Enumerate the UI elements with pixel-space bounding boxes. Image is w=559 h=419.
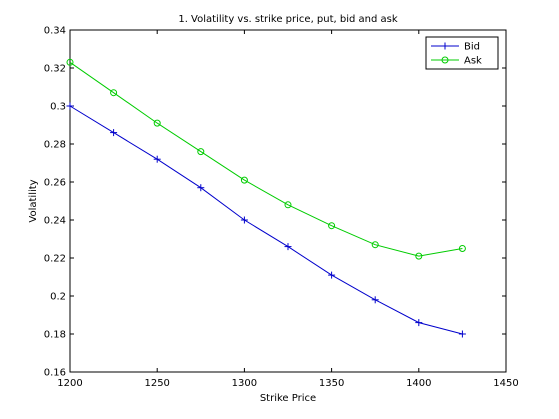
series-line-bid: [69, 105, 463, 335]
x-tick-label: 1300: [232, 378, 257, 389]
x-tick-label: 1250: [144, 378, 169, 389]
y-tick-label: 0.26: [44, 178, 66, 189]
x-tick-label: 1350: [319, 378, 344, 389]
bid-point: [328, 271, 336, 279]
x-tick-label: 1400: [406, 378, 431, 389]
ask-point: [66, 58, 74, 66]
legend-marker-ask: [441, 56, 449, 64]
ask-point: [328, 222, 336, 230]
y-tick-label: 0.16: [44, 368, 66, 379]
series-layer: [66, 58, 466, 338]
x-tick-label: 1450: [493, 378, 518, 389]
chart-title: 1. Volatility vs. strike price, put, bid…: [178, 14, 398, 25]
y-tick-label: 0.22: [44, 254, 66, 265]
ask-point: [197, 148, 205, 156]
ask-point: [371, 241, 379, 249]
bid-point: [240, 216, 248, 224]
y-axis-label: Volatility: [28, 179, 39, 222]
bid-point: [371, 296, 379, 304]
legend-box: [425, 36, 499, 70]
bid-point: [66, 102, 74, 110]
legend-label-ask: Ask: [464, 56, 482, 67]
y-tick-label: 0.34: [44, 26, 66, 37]
axis-ticks: 1200 1250 1300 1350 1400 1450 0.16 0.18 0.2 0.22 0…: [44, 26, 519, 390]
bid-point: [197, 184, 205, 192]
x-tick-label: 1200: [57, 378, 82, 389]
bid-point: [153, 155, 161, 163]
ask-point: [415, 252, 423, 260]
ask-point: [153, 119, 161, 127]
ask-point: [284, 201, 292, 209]
series-bid: [66, 102, 466, 338]
y-tick-label: 0.2: [50, 292, 66, 303]
y-tick-label: 0.24: [44, 216, 66, 227]
bid-point: [415, 319, 423, 327]
legend: Bid Ask: [425, 36, 499, 70]
ask-point: [458, 245, 466, 252]
bid-point: [110, 129, 118, 137]
ask-point: [240, 176, 248, 184]
y-tick-label: 0.32: [44, 64, 66, 75]
series-line-ask: [69, 61, 463, 257]
y-tick-label: 0.18: [44, 330, 66, 341]
y-tick-label: 0.28: [44, 140, 66, 151]
y-tick-label: 0.3: [50, 102, 66, 113]
bid-point: [284, 243, 292, 251]
legend-marker-bid: [441, 42, 449, 50]
plot-area: [69, 29, 507, 373]
x-axis-label: Strike Price: [260, 393, 316, 404]
legend-label-bid: Bid: [464, 42, 480, 53]
ask-point: [110, 89, 118, 97]
series-ask: [66, 58, 466, 260]
bid-point: [458, 330, 466, 338]
